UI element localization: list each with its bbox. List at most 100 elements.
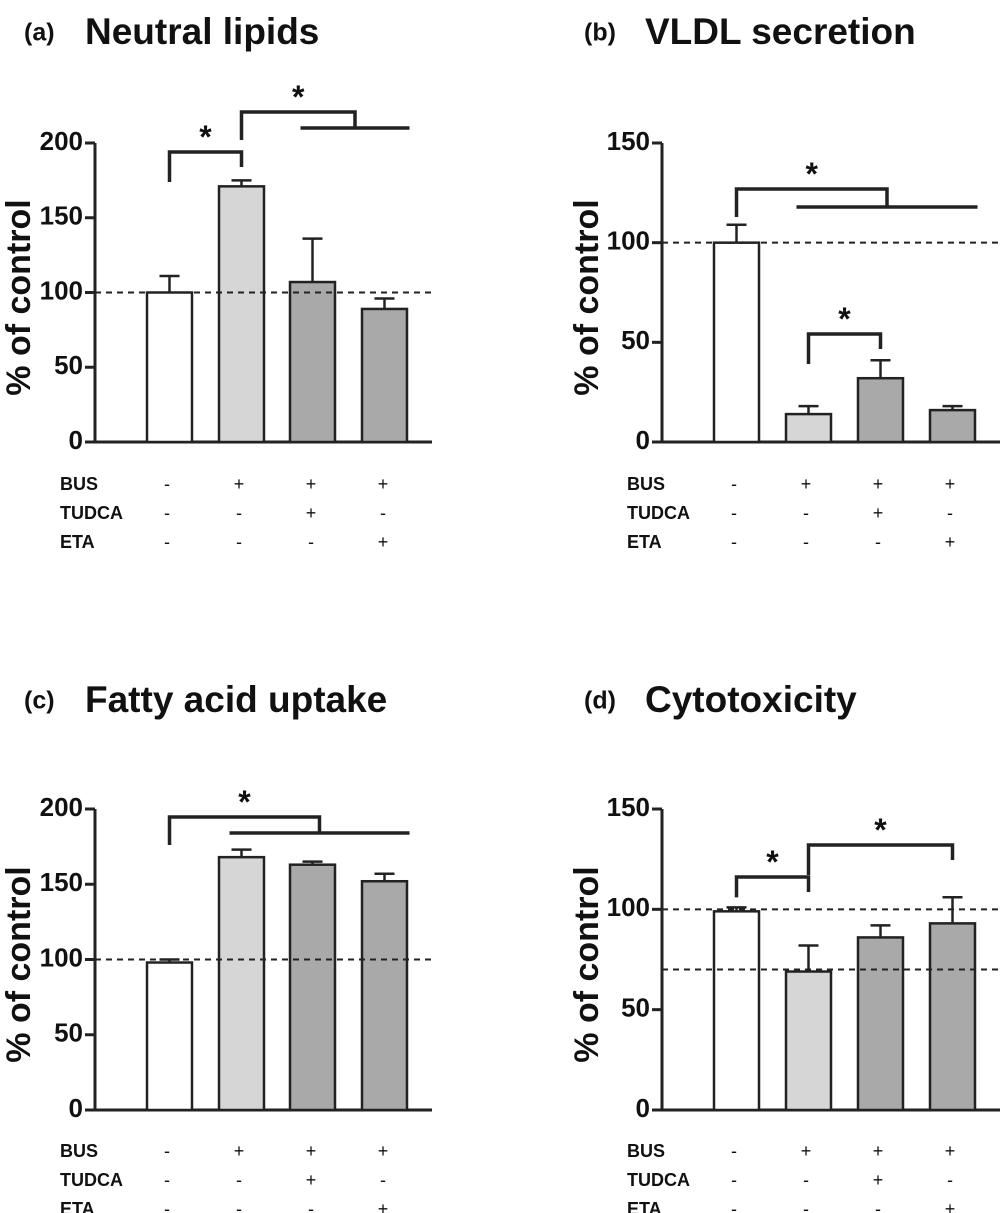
bar — [928, 922, 977, 1112]
significance-star: * — [806, 156, 819, 192]
significance-star: * — [766, 844, 779, 880]
bar — [360, 307, 409, 444]
panel-letter: (d) — [584, 687, 616, 715]
condition-label: ETA — [627, 1199, 662, 1213]
y-tick-label: 150 — [40, 201, 83, 231]
condition-sign: - — [731, 1170, 737, 1190]
condition-sign: + — [306, 1170, 317, 1190]
condition-sign: - — [803, 503, 809, 523]
condition-sign: - — [164, 532, 170, 552]
significance-star: * — [874, 812, 887, 848]
condition-label: BUS — [627, 1141, 665, 1161]
condition-sign: - — [308, 1199, 314, 1213]
y-tick-label: 100 — [607, 892, 650, 922]
y-tick-label: 0 — [69, 1093, 83, 1123]
bar — [928, 408, 977, 444]
panel-c: (c) Fatty acid uptake % of control 0 50 100 15… — [0, 679, 432, 1213]
condition-sign: - — [236, 503, 242, 523]
condition-sign: - — [380, 1170, 386, 1190]
bar — [217, 855, 266, 1112]
condition-sign: + — [378, 532, 389, 552]
condition-sign: + — [873, 474, 884, 494]
y-tick-label: 100 — [607, 226, 650, 256]
condition-sign: - — [803, 532, 809, 552]
condition-sign: - — [947, 503, 953, 523]
significance-star: * — [292, 79, 305, 115]
condition-sign: + — [378, 1141, 389, 1161]
condition-sign: - — [731, 474, 737, 494]
condition-sign: + — [306, 474, 317, 494]
condition-sign: - — [380, 503, 386, 523]
condition-sign: - — [731, 1141, 737, 1161]
y-tick-label: 50 — [621, 993, 650, 1023]
condition-label: TUDCA — [60, 503, 123, 523]
y-tick-label: 150 — [607, 126, 650, 156]
condition-sign: + — [234, 1141, 245, 1161]
significance-bracket — [239, 110, 357, 140]
condition-label: BUS — [60, 1141, 98, 1161]
y-axis-label: % of control — [568, 199, 606, 395]
y-tick-label: 100 — [40, 275, 83, 305]
bar — [712, 910, 761, 1112]
condition-sign: - — [308, 532, 314, 552]
condition-sign: + — [873, 1170, 884, 1190]
condition-sign: + — [306, 1141, 317, 1161]
y-tick-label: 0 — [636, 1093, 650, 1123]
condition-sign: - — [236, 1199, 242, 1213]
bar — [856, 376, 905, 444]
significance-bracket — [734, 875, 811, 898]
condition-sign: - — [947, 1170, 953, 1190]
condition-sign: + — [378, 474, 389, 494]
bar — [145, 961, 194, 1112]
bar — [145, 291, 194, 444]
condition-sign: - — [164, 1199, 170, 1213]
condition-label: BUS — [60, 474, 98, 494]
condition-sign: - — [164, 1141, 170, 1161]
significance-star: * — [838, 301, 851, 337]
condition-sign: - — [164, 1170, 170, 1190]
panel-title: VLDL secretion — [645, 11, 916, 52]
panel-title: Fatty acid uptake — [85, 679, 387, 720]
condition-label: ETA — [60, 532, 95, 552]
y-tick-label: 0 — [69, 425, 83, 455]
condition-sign: + — [945, 474, 956, 494]
bar — [784, 970, 833, 1112]
condition-sign: + — [234, 474, 245, 494]
y-tick-label: 50 — [54, 350, 83, 380]
condition-label: BUS — [627, 474, 665, 494]
panel-letter: (c) — [24, 687, 55, 715]
bar — [288, 280, 337, 444]
y-tick-label: 150 — [607, 792, 650, 822]
y-tick-label: 0 — [636, 425, 650, 455]
panel-a: (a) Neutral lipids % of control 0 50 100 150 20… — [0, 11, 432, 552]
condition-sign: + — [801, 474, 812, 494]
condition-sign: + — [873, 503, 884, 523]
significance-bracket — [806, 332, 883, 364]
panel-title: Neutral lipids — [85, 11, 319, 52]
condition-sign: + — [873, 1141, 884, 1161]
y-tick-label: 100 — [40, 942, 83, 972]
significance-bracket — [167, 150, 244, 182]
condition-sign: + — [945, 1141, 956, 1161]
panel-title: Cytotoxicity — [645, 679, 857, 720]
bar — [856, 936, 905, 1112]
y-tick-label: 50 — [621, 325, 650, 355]
y-axis-label: % of control — [568, 866, 606, 1062]
bar — [217, 185, 266, 444]
significance-star: * — [238, 784, 251, 820]
condition-sign: - — [731, 1199, 737, 1213]
condition-sign: + — [945, 1199, 956, 1213]
bar — [360, 879, 409, 1112]
condition-sign: - — [875, 1199, 881, 1213]
significance-bracket — [734, 187, 889, 217]
condition-label: TUDCA — [627, 503, 690, 523]
y-tick-label: 150 — [40, 867, 83, 897]
condition-sign: - — [236, 1170, 242, 1190]
condition-sign: - — [875, 532, 881, 552]
bar — [712, 241, 761, 444]
condition-sign: + — [306, 503, 317, 523]
y-axis-label: % of control — [0, 199, 38, 395]
y-tick-label: 200 — [40, 792, 83, 822]
condition-sign: - — [236, 532, 242, 552]
